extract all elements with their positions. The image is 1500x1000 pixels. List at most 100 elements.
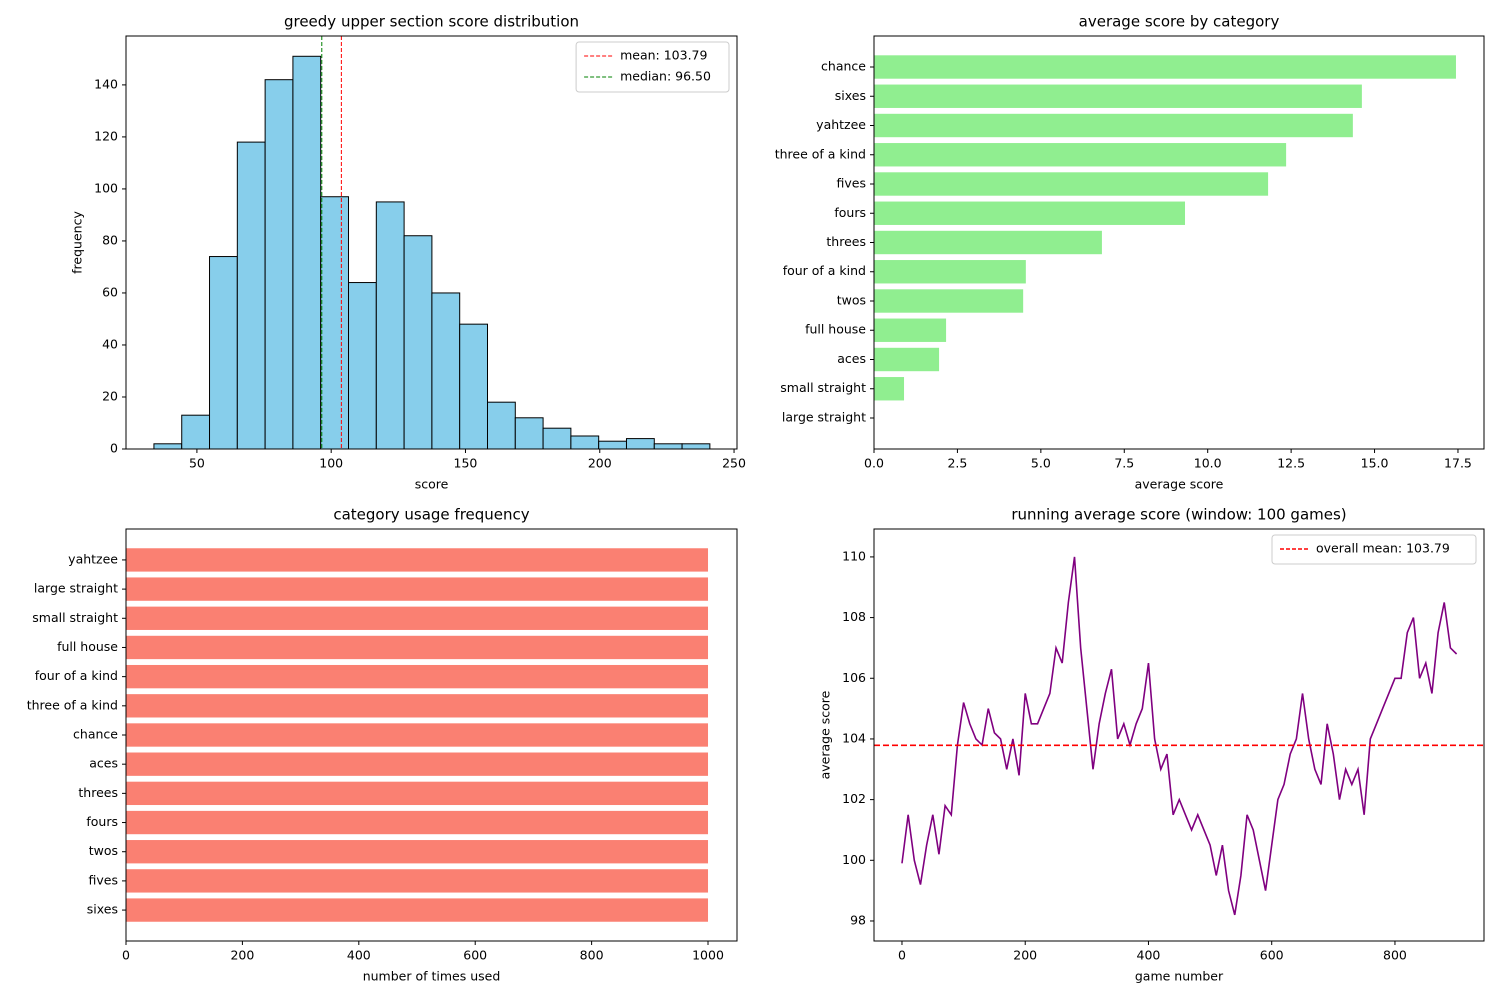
y-tick-label: three of a kind bbox=[27, 697, 118, 712]
y-tick-label: 100 bbox=[842, 852, 866, 867]
chart-title: average score by category bbox=[1079, 13, 1280, 31]
bar bbox=[874, 84, 1362, 108]
y-tick-label: 120 bbox=[94, 128, 118, 143]
y-tick-label: four of a kind bbox=[783, 263, 866, 278]
histogram-bar bbox=[375, 201, 405, 450]
x-tick-label: 150 bbox=[454, 456, 478, 471]
axes-frame bbox=[873, 528, 1485, 942]
bar bbox=[126, 577, 709, 601]
y-tick-label: yahtzee bbox=[816, 117, 866, 132]
bar bbox=[874, 318, 947, 342]
axes-frame bbox=[873, 35, 1485, 450]
histogram-bar bbox=[598, 440, 627, 450]
bar bbox=[126, 548, 709, 572]
bar bbox=[874, 260, 1026, 284]
x-tick-label: 17.5 bbox=[1444, 456, 1472, 471]
y-tick-label: 20 bbox=[102, 388, 118, 403]
legend-box bbox=[1271, 534, 1477, 565]
histogram-bar bbox=[625, 438, 655, 450]
y-tick-label: 102 bbox=[842, 791, 866, 806]
bar bbox=[126, 606, 709, 630]
y-tick-label: 100 bbox=[94, 180, 118, 195]
y-tick-label: small straight bbox=[32, 610, 118, 625]
legend-box bbox=[575, 41, 730, 93]
y-tick-label: twos bbox=[89, 843, 118, 858]
histogram-bar bbox=[181, 414, 211, 450]
histogram-bar bbox=[542, 427, 572, 450]
bar bbox=[126, 752, 709, 776]
x-tick-label: 50 bbox=[189, 456, 205, 471]
bar bbox=[874, 230, 1102, 255]
x-tick-label: 800 bbox=[580, 948, 604, 963]
chart-title: running average score (window: 100 games… bbox=[1011, 506, 1346, 524]
histogram-bar bbox=[486, 401, 516, 450]
bar bbox=[126, 781, 709, 806]
y-tick-label: fives bbox=[89, 872, 118, 887]
legend-label: median: 96.50 bbox=[620, 69, 711, 84]
chart-title: category usage frequency bbox=[333, 506, 529, 524]
y-axis-label: average score bbox=[818, 690, 833, 779]
y-tick-label: fours bbox=[834, 205, 866, 220]
y-axis-label: frequency bbox=[70, 211, 85, 274]
histogram-bar bbox=[264, 79, 294, 450]
y-tick-label: fives bbox=[837, 176, 866, 191]
bar bbox=[874, 347, 940, 372]
x-axis-label: number of times used bbox=[363, 969, 501, 984]
y-tick-label: threes bbox=[78, 785, 118, 800]
bar bbox=[874, 289, 1024, 313]
x-tick-label: 2.5 bbox=[947, 456, 967, 471]
data-line bbox=[901, 556, 1458, 916]
histogram-bar bbox=[570, 435, 600, 450]
bar bbox=[126, 635, 709, 660]
x-axis-label: average score bbox=[1135, 477, 1224, 492]
histogram-bar bbox=[653, 443, 683, 450]
y-tick-label: fours bbox=[86, 814, 118, 829]
y-tick-label: sixes bbox=[87, 902, 118, 917]
y-tick-label: four of a kind bbox=[35, 668, 118, 683]
histogram-bar bbox=[681, 443, 711, 450]
legend-label: mean: 103.79 bbox=[620, 48, 707, 63]
legend-label: overall mean: 103.79 bbox=[1316, 541, 1450, 556]
axes-frame bbox=[125, 528, 738, 942]
x-tick-label: 200 bbox=[588, 456, 612, 471]
y-tick-label: threes bbox=[826, 234, 866, 249]
histogram-bar bbox=[348, 282, 377, 450]
y-tick-label: large straight bbox=[782, 409, 866, 424]
y-tick-label: aces bbox=[837, 351, 866, 366]
y-tick-label: chance bbox=[73, 727, 118, 742]
y-tick-label: large straight bbox=[34, 581, 118, 596]
y-tick-label: 98 bbox=[850, 912, 866, 927]
histogram-bar bbox=[403, 235, 433, 450]
x-tick-label: 10.0 bbox=[1194, 456, 1222, 471]
histogram-bar bbox=[514, 417, 544, 450]
x-tick-label: 1000 bbox=[692, 948, 724, 963]
histogram-bar bbox=[209, 256, 238, 450]
bar bbox=[126, 869, 709, 893]
bar bbox=[126, 723, 709, 747]
y-tick-label: twos bbox=[837, 292, 866, 307]
bar bbox=[126, 898, 709, 922]
y-tick-label: 60 bbox=[102, 284, 118, 299]
x-axis-label: game number bbox=[1135, 969, 1224, 984]
x-tick-label: 800 bbox=[1383, 948, 1407, 963]
y-tick-label: aces bbox=[89, 756, 118, 771]
y-tick-label: 40 bbox=[102, 336, 118, 351]
histogram-bar bbox=[320, 196, 350, 450]
y-tick-label: full house bbox=[805, 322, 866, 337]
histogram-bar bbox=[153, 443, 183, 450]
x-tick-label: 100 bbox=[319, 456, 343, 471]
y-tick-label: 104 bbox=[842, 730, 866, 745]
y-tick-label: 80 bbox=[102, 232, 118, 247]
x-tick-label: 400 bbox=[347, 948, 371, 963]
histogram-bar bbox=[459, 323, 488, 450]
bar bbox=[126, 664, 709, 689]
y-tick-label: chance bbox=[821, 59, 866, 74]
x-tick-label: 15.0 bbox=[1361, 456, 1389, 471]
x-tick-label: 0 bbox=[122, 948, 130, 963]
y-tick-label: three of a kind bbox=[775, 146, 866, 161]
y-tick-label: 106 bbox=[842, 670, 866, 685]
chart-title: greedy upper section score distribution bbox=[284, 13, 579, 31]
y-tick-label: full house bbox=[57, 639, 118, 654]
histogram-bar bbox=[292, 55, 322, 450]
